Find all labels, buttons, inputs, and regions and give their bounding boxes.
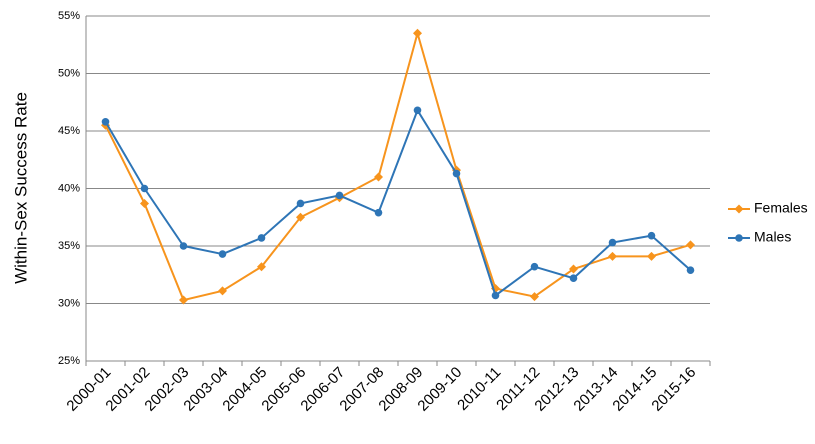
data-point [140,198,149,208]
data-point [530,292,539,302]
data-point [179,295,188,305]
data-point [491,291,500,300]
y-tick-label: 40% [58,182,80,194]
data-point [374,172,383,182]
data-point [296,212,305,222]
data-point [374,208,383,217]
data-point [608,238,617,247]
y-tick-label: 30% [58,297,80,309]
data-point [218,250,227,258]
data-point [569,264,578,274]
data-point [608,251,617,261]
data-point [257,234,266,242]
data-point [413,28,422,38]
y-tick-label: 55% [58,10,80,22]
legend-label: Females [754,200,808,216]
data-point [452,169,461,178]
y-axis-title: Within-Sex Success Rate [11,92,30,284]
legend-marker [735,234,743,242]
data-point [647,251,656,261]
data-point [686,266,695,274]
y-tick-label: 45% [58,125,80,137]
data-point [257,262,266,272]
data-point [647,231,656,240]
data-point [140,184,149,193]
data-point [101,118,110,126]
series-line [104,108,692,298]
y-tick-label: 50% [58,67,80,79]
data-point [179,242,188,250]
y-tick-label: 35% [58,240,80,252]
y-tick-label: 25% [58,355,80,367]
x-tick-label: 2015-16 [648,364,699,415]
data-point [569,274,578,283]
data-point [413,106,422,115]
data-point [218,286,227,296]
x-tick-label: 2009-10 [414,364,465,415]
data-point [335,191,344,200]
data-point [296,199,305,208]
series-line [104,29,691,302]
data-point [686,240,695,250]
data-point [530,262,539,271]
legend-marker [734,204,744,214]
legend-label: Males [754,229,791,245]
